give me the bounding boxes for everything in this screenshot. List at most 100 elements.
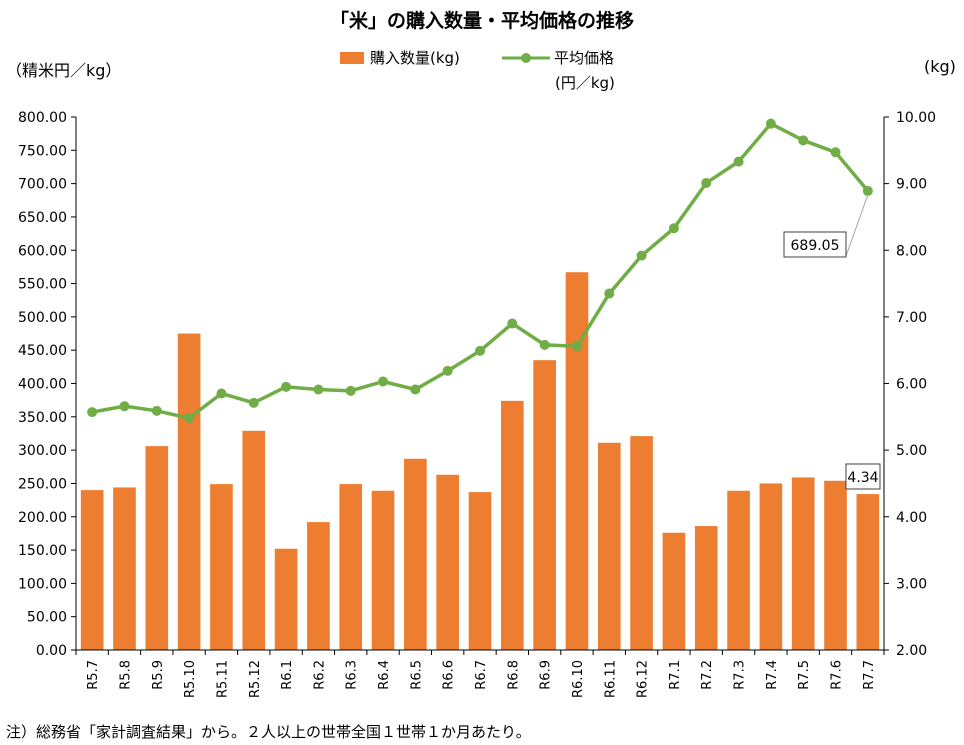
footnote: 注）総務省「家計調査結果」から。２人以上の世帯全国１世帯１か月あたり。 <box>6 723 531 741</box>
price-point <box>345 385 356 396</box>
x-tick-label: R5.11 <box>215 660 230 698</box>
bar <box>339 484 363 650</box>
price-point <box>668 223 679 234</box>
price-point <box>87 407 98 418</box>
bar <box>436 474 459 650</box>
legend-bar-label: 購入数量(kg) <box>370 49 460 67</box>
qty-callout-box <box>845 463 881 490</box>
left-axis-unit: （精米円／kg） <box>6 61 122 80</box>
bar <box>210 484 233 650</box>
right-tick-label: 2.00 <box>896 643 927 659</box>
bar <box>501 400 524 650</box>
bar <box>727 490 750 650</box>
price-point <box>604 288 615 299</box>
price-point <box>765 118 776 129</box>
price-line <box>91 121 870 420</box>
left-tick-label: 700.00 <box>18 177 67 193</box>
bar <box>404 458 427 650</box>
price-point <box>119 401 130 412</box>
left-tick-label: 50.00 <box>27 610 67 626</box>
bar <box>597 442 621 650</box>
price-point <box>410 384 421 395</box>
bar <box>791 477 815 650</box>
x-tick-label: R7.4 <box>765 660 780 690</box>
price-point <box>539 339 550 350</box>
bar <box>177 333 201 650</box>
right-tick-label: 5.00 <box>896 443 927 459</box>
price-point <box>571 341 582 352</box>
x-tick-label: R6.11 <box>603 660 618 698</box>
x-tick-label: R6.10 <box>571 660 586 698</box>
price-point <box>184 413 195 424</box>
x-tick-label: R7.6 <box>830 660 845 690</box>
price-callout-label: 689.05 <box>791 238 840 254</box>
x-tick-label: R6.1 <box>280 660 295 690</box>
price-point <box>733 156 744 167</box>
price-point <box>475 345 485 356</box>
right-tick-label: 3.00 <box>896 576 927 592</box>
x-tick-label: R6.8 <box>506 660 521 690</box>
legend-bar-swatch <box>340 51 364 64</box>
left-tick-label: 300.00 <box>18 443 67 459</box>
bar <box>662 532 686 650</box>
x-tick-label: R5.9 <box>151 660 166 690</box>
price-point <box>248 397 259 408</box>
bar <box>694 526 718 650</box>
price-point <box>442 365 453 376</box>
bar <box>759 483 783 650</box>
bar <box>274 548 298 650</box>
bar <box>371 490 395 650</box>
left-tick-label: 550.00 <box>18 277 67 293</box>
right-axis-unit: (kg) <box>924 57 956 76</box>
left-tick-label: 600.00 <box>18 243 67 259</box>
right-tick-label: 8.00 <box>896 243 927 259</box>
bar <box>242 430 266 650</box>
left-tick-label: 650.00 <box>18 210 67 226</box>
chart-title: 「米」の購入数量・平均価格の推移 <box>329 10 634 32</box>
x-tick-label: R5.12 <box>248 660 263 698</box>
x-tick-label: R5.10 <box>183 660 198 698</box>
bar <box>856 494 880 650</box>
price-point <box>862 185 873 196</box>
bar <box>80 490 104 650</box>
price-point <box>507 318 518 329</box>
right-tick-label: 7.00 <box>896 310 927 326</box>
left-tick-label: 150.00 <box>18 543 67 559</box>
left-tick-label: 100.00 <box>18 576 67 592</box>
bar <box>145 446 169 650</box>
x-tick-label: R5.8 <box>118 660 133 690</box>
price-point <box>216 388 227 399</box>
left-tick-label: 350.00 <box>18 410 67 426</box>
left-tick-label: 450.00 <box>18 343 67 359</box>
x-tick-label: R6.7 <box>474 660 489 690</box>
x-tick-label: R7.1 <box>668 660 683 690</box>
x-tick-label: R5.7 <box>86 660 101 690</box>
legend-line-unit: (円／kg) <box>555 74 615 92</box>
bar <box>307 522 330 650</box>
x-tick-label: R7.2 <box>700 660 715 690</box>
right-tick-label: 6.00 <box>896 377 927 393</box>
bar <box>565 272 589 650</box>
x-tick-label: R6.12 <box>636 660 651 698</box>
x-tick-label: R6.5 <box>409 660 424 690</box>
x-tick-label: R7.5 <box>797 660 812 690</box>
left-tick-label: 400.00 <box>18 377 67 393</box>
left-tick-label: 750.00 <box>18 143 67 159</box>
right-tick-label: 4.00 <box>896 510 927 526</box>
left-tick-label: 0.00 <box>36 643 67 659</box>
left-tick-label: 800.00 <box>18 110 67 126</box>
legend-line-label: 平均価格 <box>554 49 615 67</box>
price-point <box>313 384 324 395</box>
left-tick-label: 200.00 <box>18 510 67 526</box>
x-tick-label: R6.6 <box>442 660 457 690</box>
x-tick-label: R6.3 <box>345 660 360 690</box>
x-tick-label: R7.3 <box>733 660 748 690</box>
price-point <box>701 177 712 188</box>
right-tick-label: 10.00 <box>896 110 936 126</box>
x-tick-label: R6.9 <box>539 660 554 690</box>
x-tick-label: R7.7 <box>862 660 877 690</box>
bar <box>113 487 136 650</box>
legend-line-swatch <box>502 52 550 63</box>
price-callout-leader <box>845 194 869 257</box>
price-callout-box <box>783 231 847 258</box>
